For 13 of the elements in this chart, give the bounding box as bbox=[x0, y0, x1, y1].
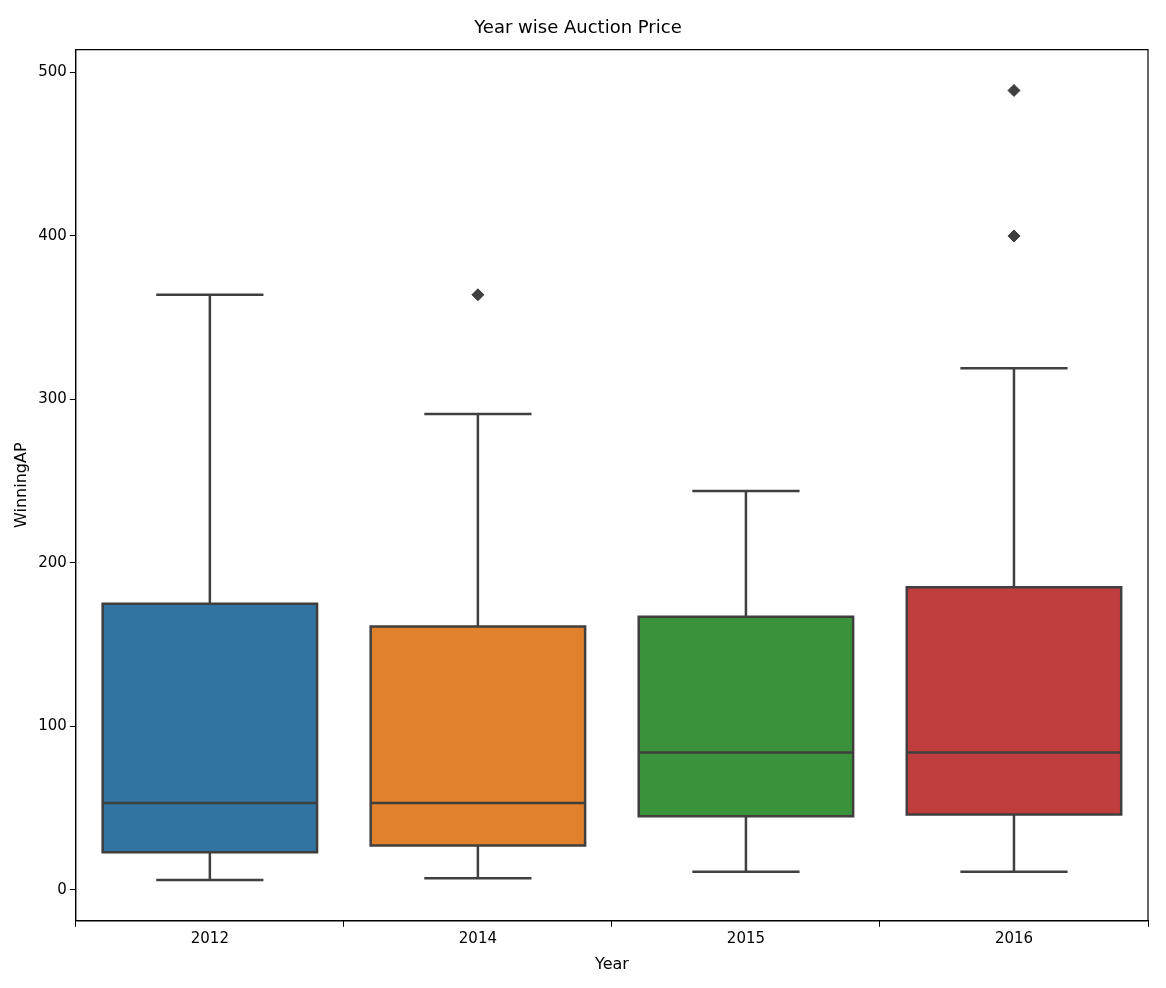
chart-title: Year wise Auction Price bbox=[473, 16, 682, 38]
y-axis-title: WinningAP bbox=[10, 442, 30, 528]
x-tick-label: 2012 bbox=[190, 928, 229, 947]
y-tick-label: 500 bbox=[38, 62, 67, 81]
x-axis-title: Year bbox=[593, 953, 630, 973]
y-tick-label: 300 bbox=[38, 389, 67, 408]
y-tick-label: 100 bbox=[38, 716, 67, 735]
y-tick-label: 0 bbox=[57, 879, 67, 898]
x-tick-label: 2014 bbox=[458, 928, 497, 947]
x-tick-label: 2016 bbox=[994, 928, 1034, 947]
y-tick-label: 200 bbox=[38, 552, 67, 571]
x-tick-label: 2015 bbox=[726, 928, 766, 947]
y-tick-label: 400 bbox=[38, 225, 67, 244]
